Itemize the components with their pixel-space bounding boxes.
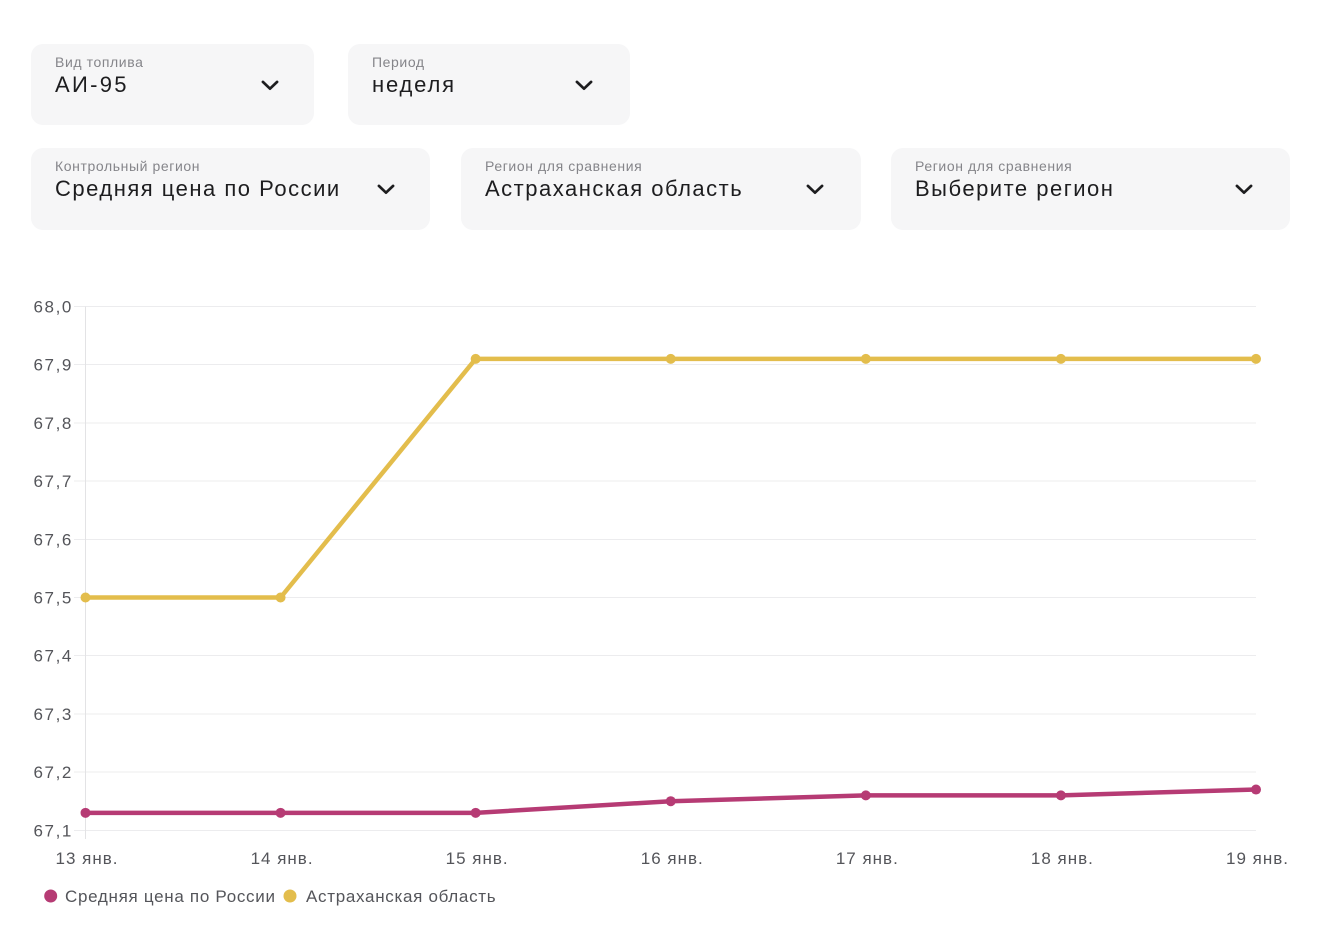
- svg-text:67,6: 67,6: [34, 530, 74, 549]
- svg-text:67,3: 67,3: [34, 705, 74, 724]
- svg-text:68,0: 68,0: [34, 298, 74, 317]
- svg-text:19 янв.: 19 янв.: [1226, 849, 1289, 868]
- svg-text:18 янв.: 18 янв.: [1031, 849, 1094, 868]
- svg-text:15 янв.: 15 янв.: [446, 849, 509, 868]
- svg-text:67,4: 67,4: [34, 647, 74, 666]
- svg-text:67,1: 67,1: [34, 821, 74, 840]
- svg-text:Астраханская область: Астраханская область: [306, 887, 496, 906]
- svg-text:67,8: 67,8: [34, 414, 74, 433]
- svg-text:67,2: 67,2: [34, 763, 74, 782]
- svg-text:14 янв.: 14 янв.: [251, 849, 314, 868]
- svg-text:67,9: 67,9: [34, 356, 74, 375]
- svg-text:67,5: 67,5: [34, 589, 74, 608]
- svg-text:16 янв.: 16 янв.: [641, 849, 704, 868]
- svg-text:17 янв.: 17 янв.: [836, 849, 899, 868]
- svg-text:67,7: 67,7: [34, 472, 74, 491]
- svg-text:13 янв.: 13 янв.: [56, 849, 119, 868]
- svg-text:Средняя цена по России: Средняя цена по России: [65, 887, 276, 906]
